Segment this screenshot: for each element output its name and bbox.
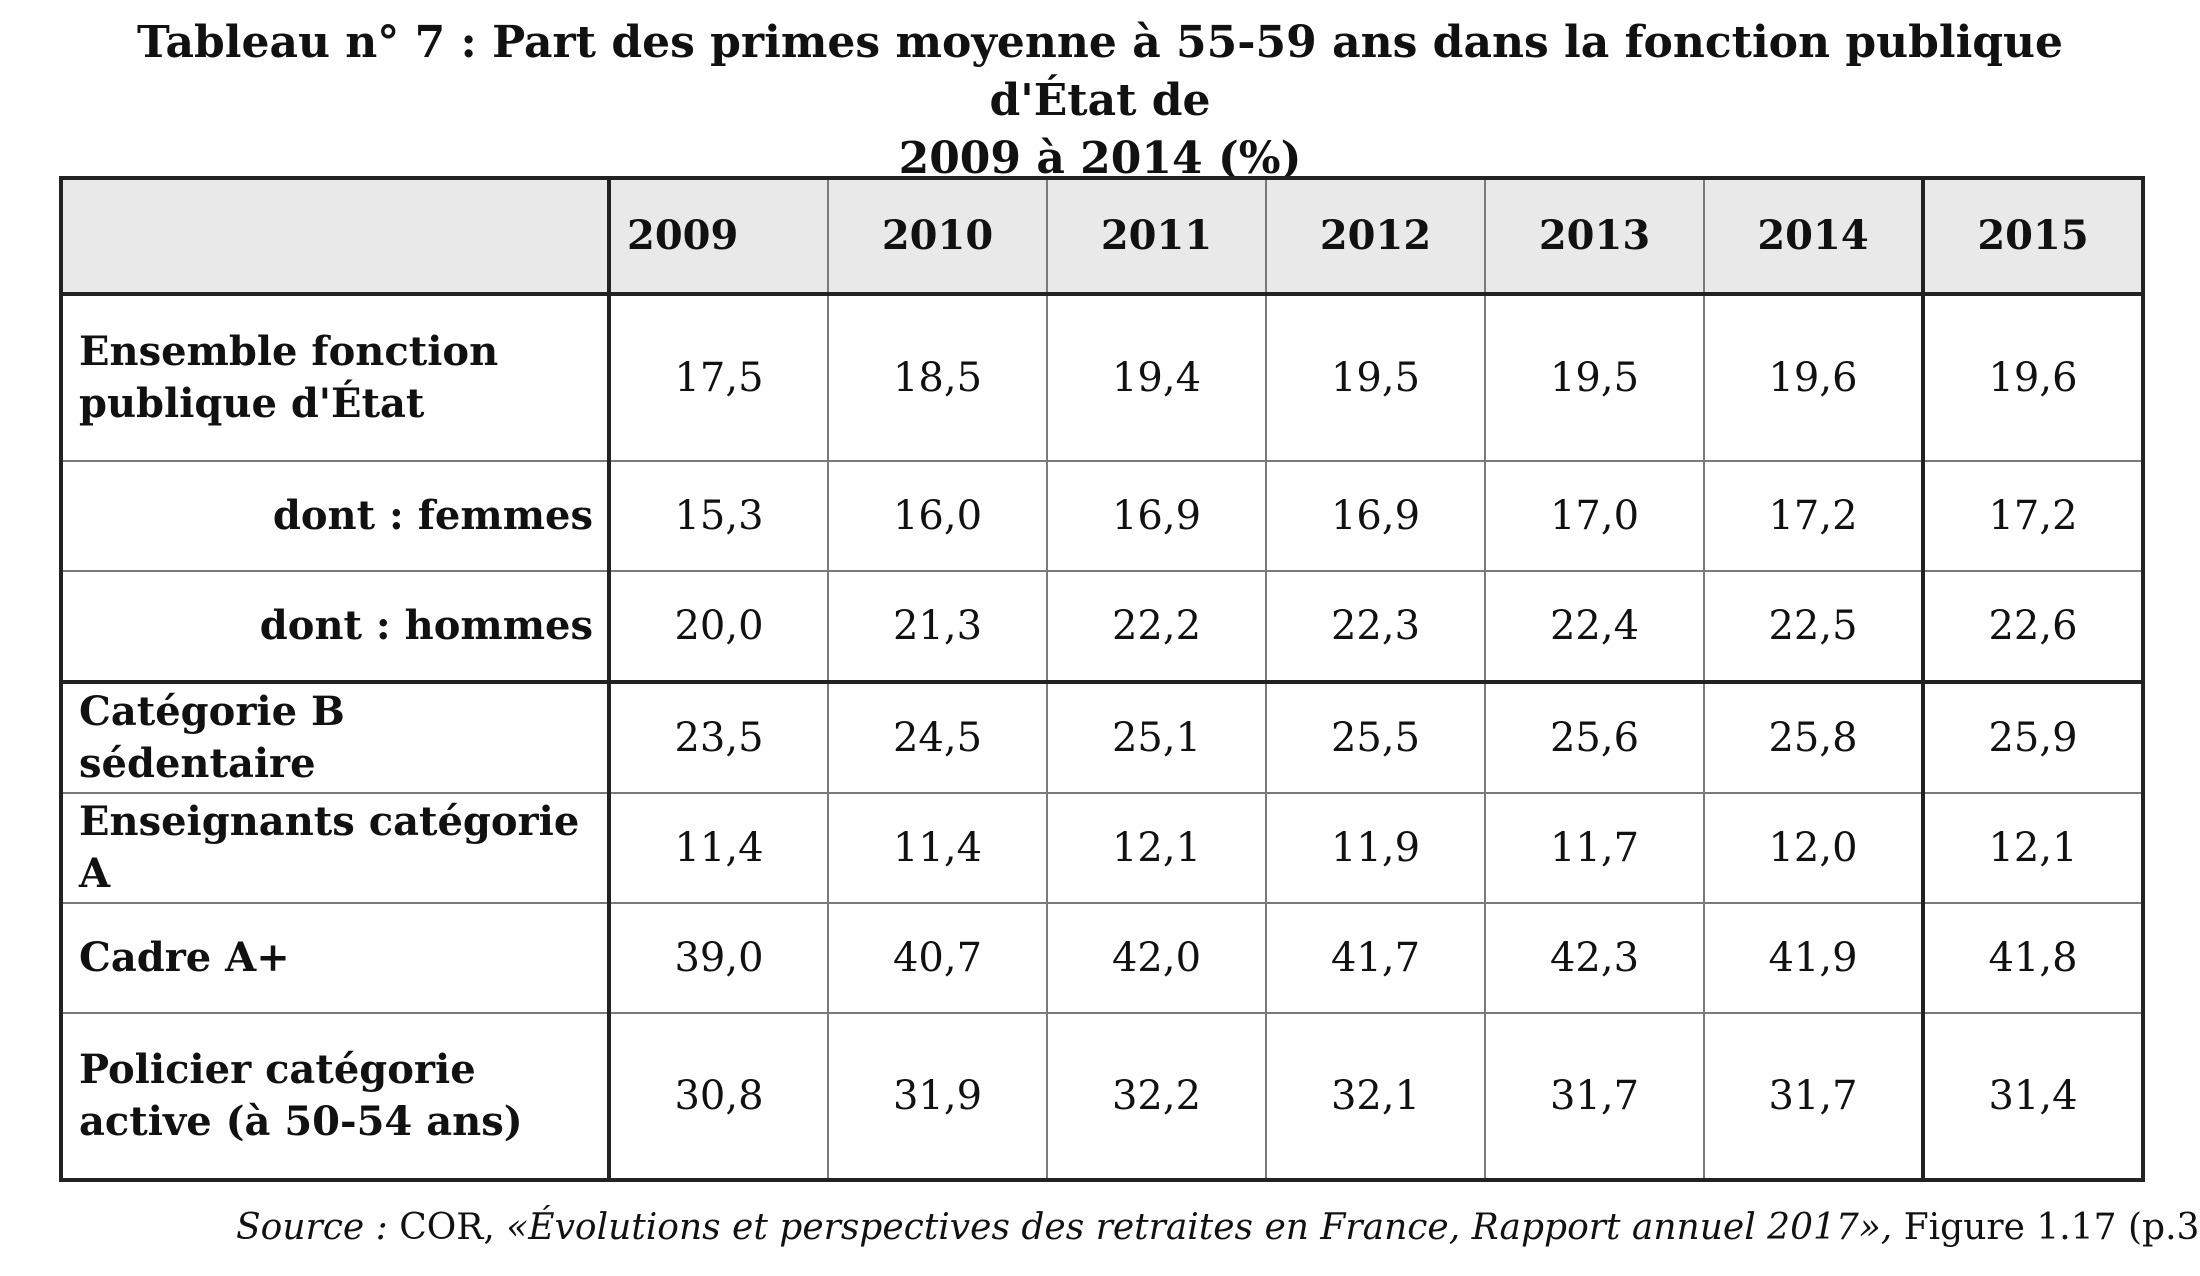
table-cell: 22,4 [1484, 570, 1705, 684]
table-cell: 19,6 [1703, 293, 1924, 462]
table-cell: 41,7 [1265, 902, 1486, 1014]
table-row: Policier catégorie active (à 50-54 ans) … [59, 1012, 2145, 1182]
header-corner-cell [59, 176, 611, 296]
column-header: 2009 [608, 176, 829, 296]
row-label: Catégorie B sédentaire [59, 681, 611, 794]
table-cell: 17,2 [1921, 460, 2145, 572]
source-reference: Figure 1.17 (p.30). [1903, 1207, 2200, 1248]
table-title-line-2: 2009 à 2014 (%) [898, 133, 1302, 184]
table-row: Cadre A+ 39,0 40,7 42,0 41,7 42,3 41,9 4… [59, 902, 2145, 1014]
table-cell: 25,6 [1484, 681, 1705, 794]
table-cell: 11,7 [1484, 792, 1705, 904]
table-cell: 40,7 [827, 902, 1048, 1014]
table-cell: 12,1 [1046, 792, 1267, 904]
table-title: Tableau n° 7 : Part des primes moyenne à… [60, 14, 2140, 188]
source-publication: «Évolutions et perspectives des retraite… [506, 1207, 1893, 1248]
table-cell: 42,3 [1484, 902, 1705, 1014]
row-label: Ensemble fonction publique d'État [59, 293, 611, 462]
table-cell: 31,4 [1921, 1012, 2145, 1182]
table-cell: 22,2 [1046, 570, 1267, 684]
source-note: Source : COR, «Évolutions et perspective… [236, 1205, 2200, 1251]
table-cell: 15,3 [608, 460, 829, 572]
table-cell: 31,7 [1703, 1012, 1924, 1182]
table-cell: 32,2 [1046, 1012, 1267, 1182]
table-cell: 16,9 [1265, 460, 1486, 572]
table-cell: 41,8 [1921, 902, 2145, 1014]
row-label: Enseignants catégorie A [59, 792, 611, 904]
column-header: 2011 [1046, 176, 1267, 296]
table-cell: 12,1 [1921, 792, 2145, 904]
source-prefix: Source : [236, 1207, 388, 1248]
source-org: COR, [387, 1207, 507, 1248]
row-label: Policier catégorie active (à 50-54 ans) [59, 1012, 611, 1182]
table-row: Catégorie B sédentaire 23,5 24,5 25,1 25… [59, 681, 2145, 794]
table-cell: 31,9 [827, 1012, 1048, 1182]
table-row: dont : femmes 15,3 16,0 16,9 16,9 17,0 1… [59, 460, 2145, 572]
table-cell: 20,0 [608, 570, 829, 684]
table-cell: 25,1 [1046, 681, 1267, 794]
table-cell: 19,5 [1484, 293, 1705, 462]
table-cell: 16,0 [827, 460, 1048, 572]
table-cell: 32,1 [1265, 1012, 1486, 1182]
data-table: 2009 2010 2011 2012 2013 2014 2015 Ensem… [59, 176, 2145, 1182]
table-cell: 18,5 [827, 293, 1048, 462]
table-cell: 21,3 [827, 570, 1048, 684]
table-cell: 11,9 [1265, 792, 1486, 904]
column-header: 2010 [827, 176, 1048, 296]
table-cell: 39,0 [608, 902, 829, 1014]
row-label: dont : hommes [59, 570, 611, 684]
table-cell: 30,8 [608, 1012, 829, 1182]
table-row: dont : hommes 20,0 21,3 22,2 22,3 22,4 2… [59, 570, 2145, 684]
table-cell: 19,4 [1046, 293, 1267, 462]
table-cell: 16,9 [1046, 460, 1267, 572]
table-cell: 25,9 [1921, 681, 2145, 794]
table-title-line-1: Tableau n° 7 : Part des primes moyenne à… [136, 17, 2064, 126]
table-cell: 22,3 [1265, 570, 1486, 684]
table-cell: 31,7 [1484, 1012, 1705, 1182]
table-cell: 17,0 [1484, 460, 1705, 572]
row-label: dont : femmes [59, 460, 611, 572]
table-cell: 24,5 [827, 681, 1048, 794]
table-cell: 22,5 [1703, 570, 1924, 684]
table-cell: 17,2 [1703, 460, 1924, 572]
table-cell: 19,6 [1921, 293, 2145, 462]
table-cell: 23,5 [608, 681, 829, 794]
table-cell: 41,9 [1703, 902, 1924, 1014]
table-cell: 25,5 [1265, 681, 1486, 794]
table-cell: 25,8 [1703, 681, 1924, 794]
table-cell: 19,5 [1265, 293, 1486, 462]
row-label: Cadre A+ [59, 902, 611, 1014]
table-cell: 42,0 [1046, 902, 1267, 1014]
column-header: 2012 [1265, 176, 1486, 296]
column-header: 2014 [1703, 176, 1924, 296]
column-header: 2015 [1921, 176, 2145, 296]
header-row: 2009 2010 2011 2012 2013 2014 2015 [59, 176, 2145, 296]
table-cell: 11,4 [827, 792, 1048, 904]
table-cell: 12,0 [1703, 792, 1924, 904]
table-cell: 22,6 [1921, 570, 2145, 684]
table-row: Enseignants catégorie A 11,4 11,4 12,1 1… [59, 792, 2145, 904]
table-row: Ensemble fonction publique d'État 17,5 1… [59, 293, 2145, 462]
column-header: 2013 [1484, 176, 1705, 296]
table-cell: 11,4 [608, 792, 829, 904]
table-cell: 17,5 [608, 293, 829, 462]
